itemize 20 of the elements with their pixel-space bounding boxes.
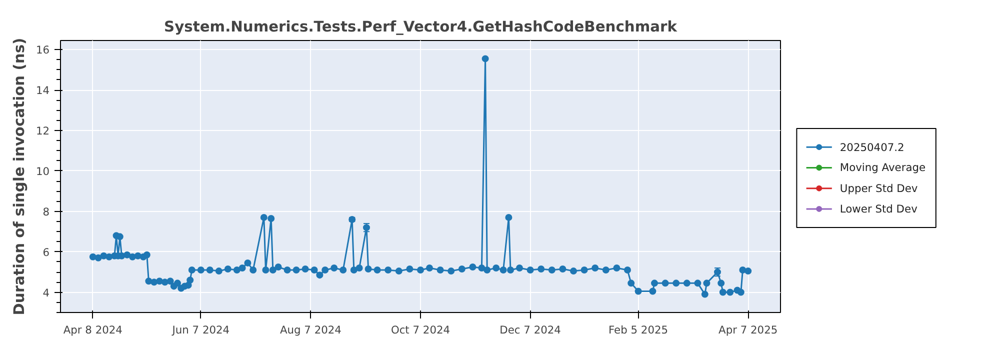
y-tick-label: 16 — [36, 44, 50, 57]
y-axis-title: Duration of single invocation (ns) — [10, 38, 28, 316]
legend-label: Upper Std Dev — [840, 182, 918, 195]
y-tick-label: 8 — [42, 205, 50, 218]
y-tick-label: 6 — [42, 246, 50, 259]
y-tick-label: 10 — [36, 164, 50, 178]
x-tick-label: Feb 5 2025 — [608, 324, 668, 336]
y-tick-label: 12 — [36, 124, 50, 138]
y-tick-label: 14 — [36, 84, 50, 98]
legend-label: 20250407.2 — [840, 141, 904, 154]
x-tick-label: Apr 8 2024 — [63, 324, 123, 336]
x-tick-label: Oct 7 2024 — [390, 324, 450, 336]
x-tick-label: Jun 7 2024 — [171, 324, 230, 336]
x-tick-label: Dec 7 2024 — [500, 324, 562, 336]
legend-label: Lower Std Dev — [840, 202, 918, 216]
x-tick-label: Aug 7 2024 — [280, 324, 342, 336]
legend-label: Moving Average — [840, 161, 926, 174]
x-tick-label: Apr 7 2025 — [718, 324, 778, 336]
y-tick-label: 4 — [42, 286, 50, 300]
chart-title: System.Numerics.Tests.Perf_Vector4.GetHashCodeBenchmark — [164, 18, 678, 36]
